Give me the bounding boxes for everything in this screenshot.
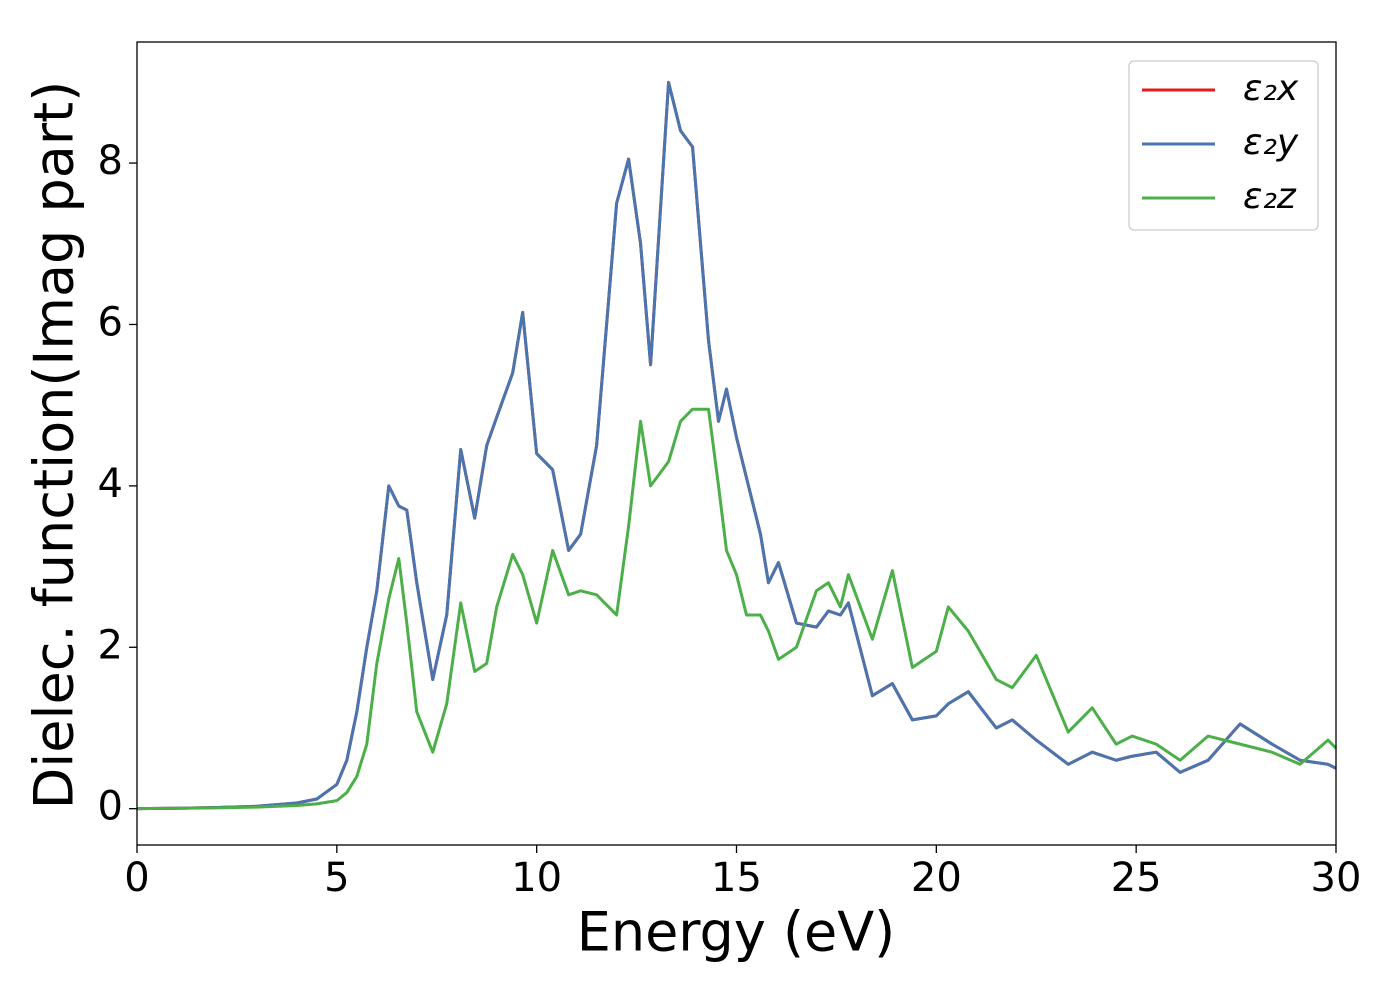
x-tick-label: 15 — [711, 855, 762, 901]
plot-lines — [136, 80, 1338, 811]
legend-label: ε₂x — [1243, 68, 1299, 109]
y-tick-label: 2 — [98, 622, 123, 668]
y-tick-label: 8 — [98, 138, 123, 184]
legend: ε₂x ε₂y ε₂z — [1128, 60, 1319, 231]
y-tick-label: 4 — [98, 461, 123, 507]
x-tick-label: 10 — [511, 855, 562, 901]
y-axis-label: Dielec. function(Imag part) — [23, 81, 86, 810]
x-tick-label: 20 — [911, 855, 962, 901]
y-tick-label: 0 — [98, 784, 123, 830]
legend-label: ε₂z — [1243, 176, 1297, 217]
x-tick-label: 5 — [324, 855, 349, 901]
x-tick-label: 25 — [1111, 855, 1162, 901]
legend-box — [1128, 60, 1319, 231]
y-tick-label: 6 — [98, 299, 123, 345]
x-tick-label: 0 — [124, 855, 149, 901]
data-line — [136, 80, 1337, 811]
x-tick-label: 30 — [1311, 855, 1362, 901]
x-axis-label: Energy (eV) — [577, 901, 896, 964]
legend-label: ε₂y — [1243, 122, 1299, 163]
data-line — [136, 407, 1338, 811]
